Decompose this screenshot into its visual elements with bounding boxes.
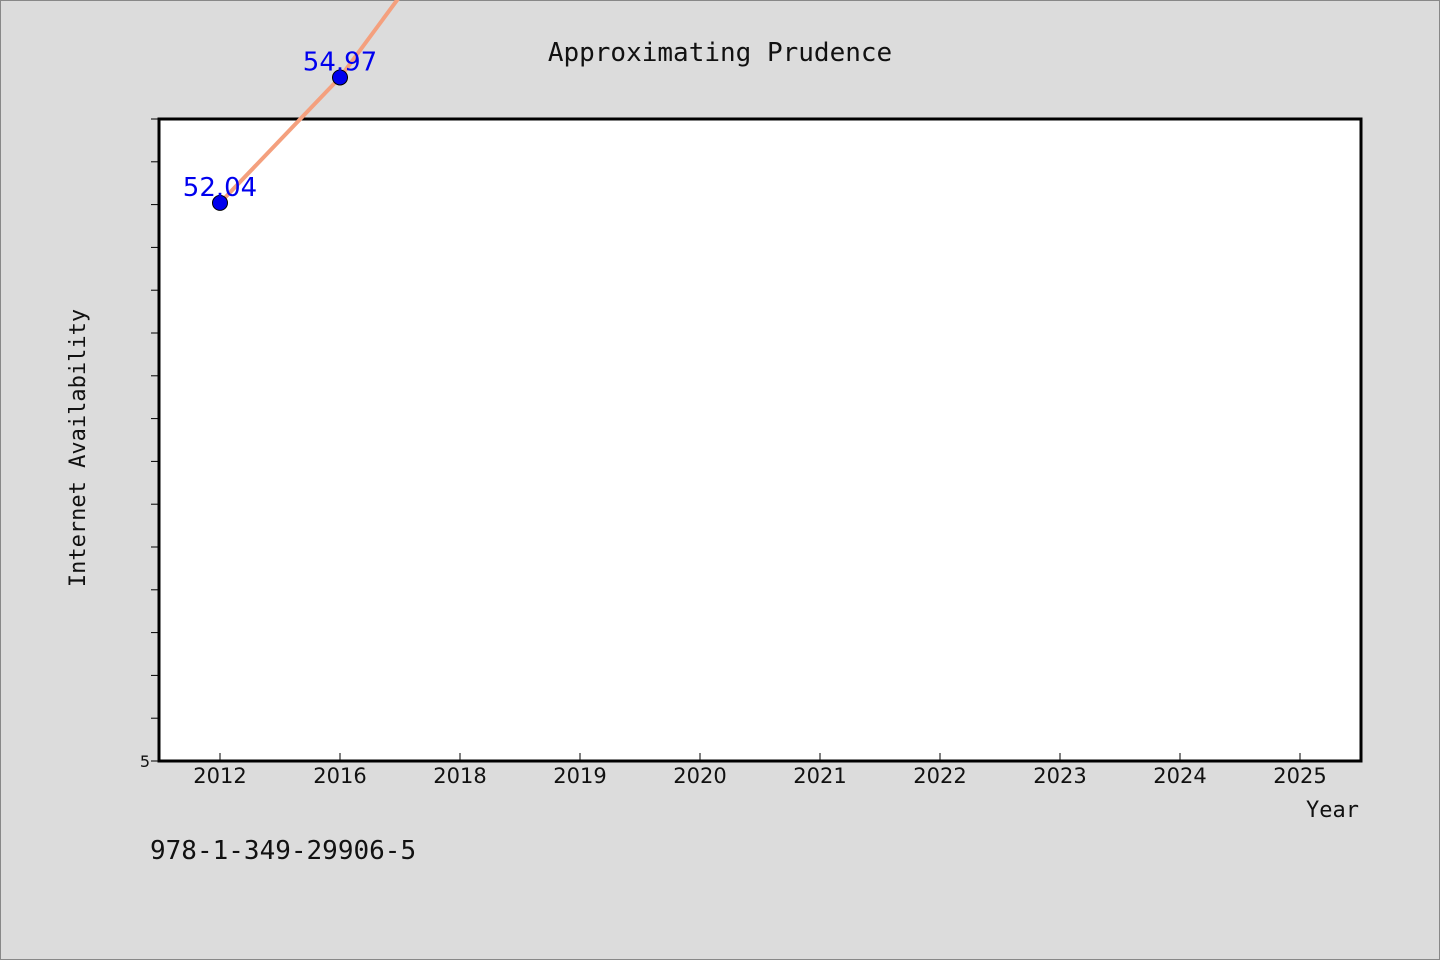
data-point — [212, 194, 228, 211]
data-point — [332, 69, 348, 86]
x-tick-label: 2012 — [193, 764, 246, 788]
x-tick-label: 2019 — [553, 764, 606, 788]
series-group: 52.0454.9758.7761.4160.659.7358.5461.016… — [183, 0, 400, 211]
x-tick-label: 2018 — [433, 764, 486, 788]
x-tick-label: 2025 — [1273, 764, 1326, 788]
x-axis-ticks: 2012 2016 2018 2019 2020 2021 2022 2023 2024 2025 — [193, 753, 1327, 788]
x-tick-label: 2021 — [793, 764, 846, 788]
plot-area — [157, 117, 1363, 763]
x-tick-label: 2016 — [313, 764, 366, 788]
x-tick-label: 2023 — [1033, 764, 1086, 788]
data-label: 52.04 — [183, 173, 257, 203]
isbn-text: 978-1-349-29906-5 — [150, 836, 417, 866]
y-tick-label: 5 — [140, 752, 150, 771]
y-axis-ticks: 5 — [140, 118, 159, 771]
chart-title: Approximating Prudence — [548, 38, 892, 68]
x-tick-label: 2024 — [1153, 764, 1206, 788]
y-axis-label: Internet Availability — [66, 309, 91, 587]
x-tick-label: 2020 — [673, 764, 726, 788]
data-label: 54.97 — [303, 47, 377, 77]
x-axis-label: Year — [1306, 798, 1359, 823]
x-tick-label: 2022 — [913, 764, 966, 788]
